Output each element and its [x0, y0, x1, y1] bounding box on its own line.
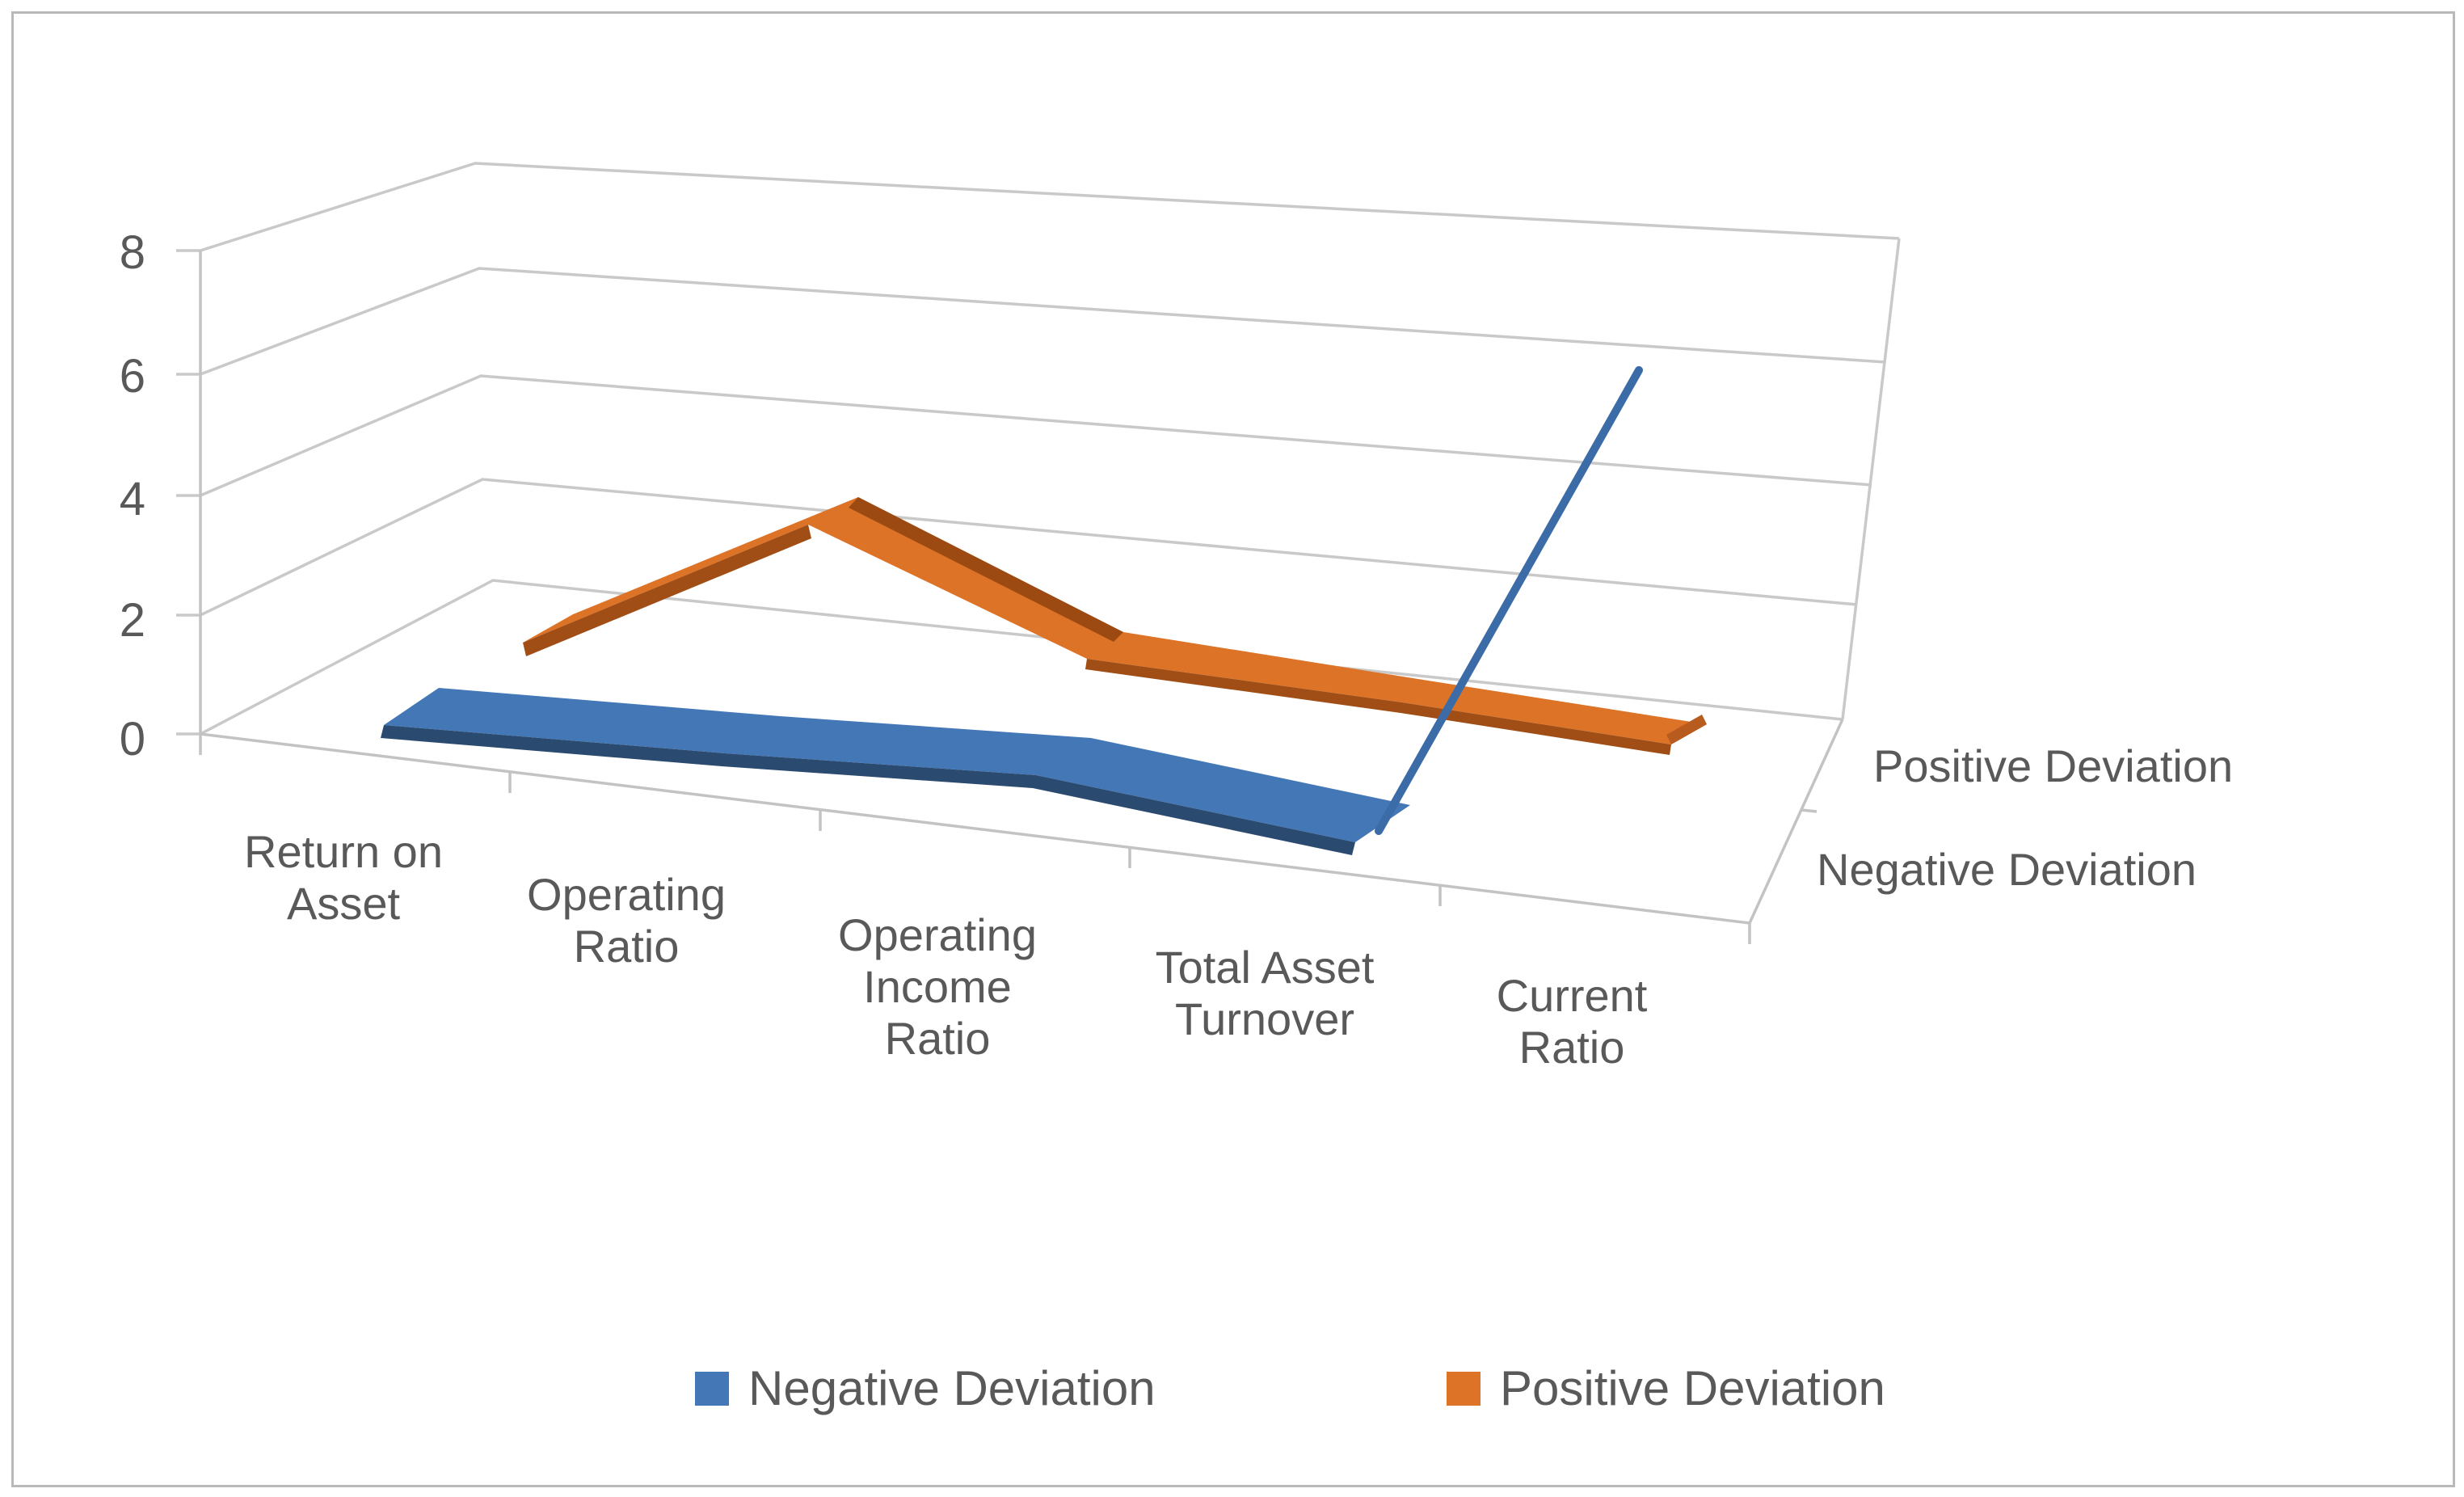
gridline-6 — [176, 267, 1886, 376]
ytick-2: 2 — [119, 594, 145, 647]
depth-axis-mid-tick — [1801, 808, 1817, 813]
chart-border — [11, 11, 2455, 1487]
gridline-8 — [176, 162, 1900, 252]
ytick-0: 0 — [119, 713, 145, 765]
legend-swatch-negative-icon — [695, 1372, 729, 1406]
category-label-current-ratio: Current Ratio — [1496, 970, 1648, 1073]
category-axis — [199, 732, 1751, 944]
legend-item-positive-deviation[interactable]: Positive Deviation — [1447, 1364, 1885, 1413]
depth-axis — [1748, 719, 1844, 924]
ribbon-positive-underside-peak — [849, 497, 1123, 642]
gridline-4 — [176, 374, 1872, 497]
category-label-operating-income-ratio: Operating Income Ratio — [838, 909, 1037, 1064]
category-label-total-asset-turnover: Total Asset Turnover — [1155, 942, 1375, 1044]
legend-label-positive: Positive Deviation — [1500, 1361, 1885, 1415]
ytick-4: 4 — [119, 473, 145, 525]
series-ribbon-positive-deviation[interactable] — [523, 497, 1707, 755]
ytick-8: 8 — [119, 226, 145, 279]
ribbon-positive-top-surface[interactable] — [523, 497, 1707, 744]
depth-axis-line — [1748, 719, 1844, 924]
legend-label-negative: Negative Deviation — [748, 1361, 1156, 1415]
ribbon-positive-front-face-right — [1085, 659, 1671, 755]
ribbon-positive-front-face-left — [523, 525, 811, 656]
depth-label-positive-deviation: Positive Deviation — [1873, 740, 2234, 791]
category-label-return-on-asset: Return on Asset — [244, 826, 443, 929]
back-wall-right-edge — [1841, 238, 1901, 720]
ribbon-negative-front-face — [381, 725, 1355, 855]
ribbon-negative-top-surface[interactable] — [384, 688, 1410, 842]
gridline-2 — [176, 478, 1858, 617]
depth-label-negative-deviation: Negative Deviation — [1817, 844, 2197, 895]
legend-item-negative-deviation[interactable]: Negative Deviation — [695, 1364, 1156, 1413]
category-axis-line — [200, 732, 1750, 925]
ribbon-positive-end-cap — [1666, 715, 1707, 744]
ribbon-negative-spike[interactable] — [1375, 366, 1643, 835]
ytick-6: 6 — [119, 350, 145, 403]
series-ribbon-negative-deviation[interactable] — [381, 366, 1643, 855]
gridlines — [176, 162, 1901, 736]
legend-swatch-positive-icon — [1447, 1372, 1481, 1406]
category-label-operating-ratio: Operating Ratio — [527, 869, 726, 972]
